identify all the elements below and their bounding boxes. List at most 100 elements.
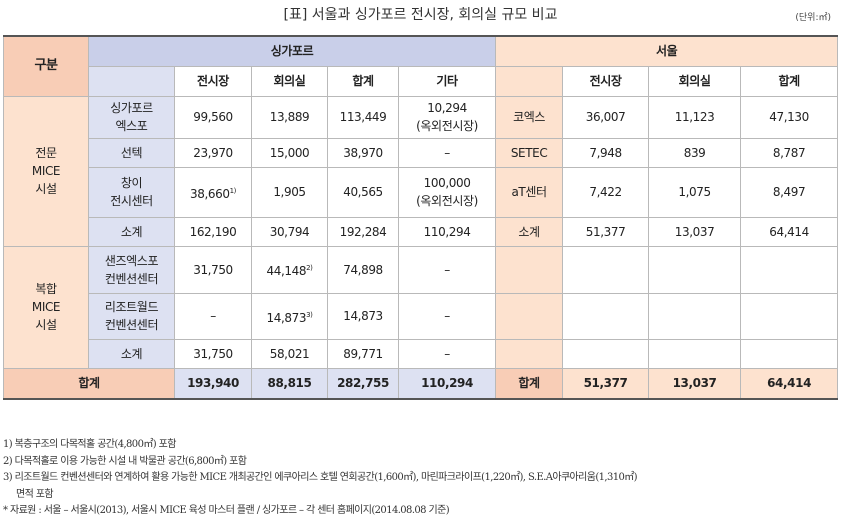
table-row: 복합 MICE 시설 샌즈엑스포 컨벤션센터 31,750 44,1482) 7… (3, 245, 839, 369)
sg-meeting-value: 15,000 (251, 137, 328, 168)
so-total-value (740, 338, 839, 369)
total-sg-meeting: 88,815 (251, 367, 328, 400)
header-sg-exhibit: 전시장 (174, 65, 252, 97)
header-so-exhibit: 전시장 (562, 65, 650, 97)
so-meeting-value: 1,075 (648, 166, 742, 218)
total-sg-etc: 110,294 (397, 367, 497, 400)
so-facility-name (495, 292, 564, 340)
header-row-1: 구분 싱가포르 서울 (3, 35, 839, 97)
sg-total-value: 14,873 (327, 292, 399, 340)
sg-total-value: 192,284 (327, 216, 399, 247)
sg-meeting-value: 14,8733) (251, 292, 328, 340)
so-facility-name: aT센터 (495, 166, 564, 218)
table-row: 리조트월드 컨벤션센터 – 14,8733) 14,873 – (4, 292, 839, 340)
header-seoul: 서울 (495, 35, 839, 67)
so-total-value (740, 292, 839, 340)
footnote-3-continued: 면적 포함 (16, 488, 54, 500)
so-facility-name (495, 245, 564, 294)
so-exhibit-value: 36,007 (562, 95, 650, 139)
so-total-value: 8,497 (740, 166, 839, 218)
comparison-table: 구분 싱가포르 서울 전시장 회의실 합계 기타 전시장 회의실 합계 전문 M… (3, 35, 839, 400)
sg-facility-name: 리조트월드 컨벤션센터 (88, 292, 175, 340)
header-row-2: 전시장 회의실 합계 기타 전시장 회의실 합계 (4, 65, 839, 97)
header-sg-total: 합계 (327, 65, 399, 97)
sg-etc-value: – (397, 292, 497, 340)
total-sg-exhibit: 193,940 (174, 367, 252, 400)
header-so-blank (495, 65, 564, 97)
sg-facility-name: 소계 (88, 338, 175, 369)
so-facility-name: SETEC (495, 137, 564, 168)
so-meeting-value: 11,123 (648, 95, 742, 139)
total-so-exhibit: 51,377 (562, 367, 650, 400)
header-sg-etc: 기타 (397, 65, 497, 97)
total-label: 합계 (3, 367, 175, 400)
sg-etc-value: 10,294 (옥외전시장) (397, 95, 497, 139)
sg-total-value: 74,898 (327, 245, 399, 294)
so-facility-name (495, 338, 564, 369)
so-exhibit-value (562, 292, 650, 340)
sg-etc-value: 110,294 (397, 216, 497, 247)
category-special-mice: 전문 MICE 시설 (3, 95, 89, 247)
footnotes: 1) 복층구조의 다목적홀 공간(4,800㎡) 포함 2) 다목적홀로 이용 … (3, 437, 839, 520)
sg-meeting-value: 13,889 (251, 95, 328, 139)
sg-facility-name: 창이 전시센터 (88, 166, 175, 218)
header-so-meeting: 회의실 (648, 65, 742, 97)
footnote-3: 3) 리조트월드 컨벤션센터와 연계하여 활용 가능한 MICE 개최공간인 에… (3, 472, 638, 484)
so-exhibit-value (562, 245, 650, 294)
category-complex-mice: 복합 MICE 시설 (3, 245, 89, 369)
sg-exhibit-value: 31,750 (174, 338, 252, 369)
footnote-2: 2) 다목적홀로 이용 가능한 시설 내 박물관 공간(6,800㎡) 포함 (3, 455, 247, 467)
sg-exhibit-value: 23,970 (174, 137, 252, 168)
so-exhibit-value (562, 338, 650, 369)
header-gubun: 구분 (3, 35, 89, 97)
table-title: [표] 서울과 싱가포르 전시장, 회의실 규모 비교 (283, 7, 558, 23)
table-row: 창이 전시센터 38,6601) 1,905 40,565 100,000 (옥… (4, 166, 839, 218)
header-so-total: 합계 (740, 65, 839, 97)
sg-facility-name: 소계 (88, 216, 175, 247)
sg-etc-value: – (397, 338, 497, 369)
sg-total-value: 38,970 (327, 137, 399, 168)
sg-total-value: 113,449 (327, 95, 399, 139)
so-exhibit-value: 7,422 (562, 166, 650, 218)
sg-meeting-value: 58,021 (251, 338, 328, 369)
total-so-total: 64,414 (740, 367, 839, 400)
subtotal-row: 소계 162,190 30,794 192,284 110,294 소계 51,… (4, 216, 839, 247)
footnote-marker: 3) (306, 310, 313, 319)
total-sg-total: 282,755 (327, 367, 399, 400)
sg-etc-value: – (397, 245, 497, 294)
so-meeting-value: 839 (648, 137, 742, 168)
sg-facility-name: 싱가포르 엑스포 (88, 95, 175, 139)
source-note: * 자료원 : 서울 – 서울시(2013), 서울시 MICE 육성 마스터 … (3, 505, 450, 517)
so-exhibit-value: 7,948 (562, 137, 650, 168)
sg-exhibit-value: 38,6601) (174, 166, 252, 218)
so-total-value (740, 245, 839, 294)
so-facility-name: 코엑스 (495, 95, 564, 139)
total-row: 합계 193,940 88,815 282,755 110,294 합계 51,… (3, 367, 839, 400)
so-meeting-value (648, 338, 742, 369)
so-total-value: 8,787 (740, 137, 839, 168)
sg-exhibit-value: 99,560 (174, 95, 252, 139)
unit-label: (단위:㎡) (795, 13, 831, 23)
sg-meeting-value: 1,905 (251, 166, 328, 218)
subtotal-row: 소계 31,750 58,021 89,771 – (4, 338, 839, 369)
header-singapore: 싱가포르 (87, 35, 497, 67)
so-total-value: 47,130 (740, 95, 839, 139)
footnote-marker: 1) (229, 186, 237, 195)
so-meeting-value: 13,037 (648, 216, 742, 247)
so-meeting-value (648, 245, 742, 294)
sg-exhibit-value: 31,750 (174, 245, 252, 294)
so-total-value: 64,414 (740, 216, 839, 247)
so-meeting-value (648, 292, 742, 340)
footnote-marker: 2) (306, 264, 313, 272)
so-exhibit-value: 51,377 (562, 216, 650, 247)
total-so-label: 합계 (495, 367, 564, 400)
table-row: 전문 MICE 시설 싱가포르 엑스포 99,560 13,889 113,44… (3, 95, 839, 247)
sg-total-value: 89,771 (327, 338, 399, 369)
total-so-meeting: 13,037 (648, 367, 742, 400)
sg-exhibit-value: – (174, 292, 252, 340)
header-sg-meeting: 회의실 (251, 65, 328, 97)
sg-etc-value: – (397, 137, 497, 168)
sg-etc-value: 100,000 (옥외전시장) (397, 166, 497, 218)
sg-meeting-value: 44,1482) (251, 245, 328, 294)
so-facility-name: 소계 (495, 216, 564, 247)
